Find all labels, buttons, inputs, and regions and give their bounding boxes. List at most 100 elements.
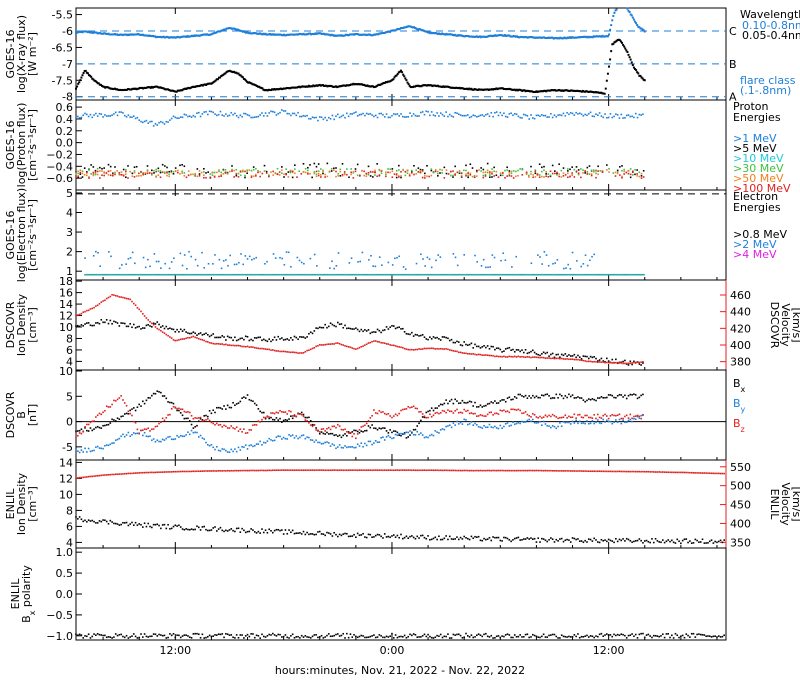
data-point <box>417 171 420 173</box>
data-point <box>131 433 133 436</box>
data-point <box>75 176 77 179</box>
data-point <box>497 402 500 404</box>
data-point <box>606 164 608 166</box>
data-point <box>322 169 324 172</box>
data-point <box>353 112 355 114</box>
data-point <box>111 33 114 36</box>
data-point <box>302 171 305 173</box>
data-point <box>219 110 222 113</box>
data-point <box>409 406 411 409</box>
data-point <box>528 35 531 38</box>
data-point <box>232 27 235 30</box>
data-point <box>638 361 641 364</box>
data-point <box>116 170 118 172</box>
data-point <box>230 273 232 276</box>
y-tick-label: 0.6 <box>56 101 74 114</box>
data-point <box>351 113 354 115</box>
data-point <box>627 538 630 541</box>
data-point <box>719 539 722 542</box>
data-point <box>295 469 298 471</box>
data-point <box>279 409 281 412</box>
data-point <box>258 32 261 35</box>
data-point <box>404 273 407 276</box>
data-point <box>473 176 476 178</box>
data-point <box>183 87 186 90</box>
data-point <box>97 251 99 254</box>
data-point <box>209 177 212 179</box>
legend-entry: >4 MeV <box>733 248 777 261</box>
data-point <box>604 87 607 90</box>
data-point <box>77 518 79 520</box>
data-point <box>92 31 95 34</box>
data-point <box>127 165 129 167</box>
data-point <box>495 174 498 177</box>
data-point <box>541 263 543 265</box>
data-point <box>88 177 90 179</box>
data-point <box>150 85 153 88</box>
data-point <box>622 538 624 540</box>
data-point <box>75 31 77 34</box>
data-point <box>250 169 253 172</box>
data-point <box>597 170 599 172</box>
data-point <box>291 339 294 341</box>
data-point <box>533 356 536 358</box>
data-point <box>291 176 294 179</box>
data-point <box>305 33 308 36</box>
data-point <box>81 176 84 178</box>
data-point <box>125 88 128 91</box>
data-point <box>571 112 574 115</box>
data-point <box>455 34 458 37</box>
data-point <box>111 403 113 406</box>
data-point <box>272 88 275 91</box>
data-point <box>385 343 388 345</box>
data-point <box>632 170 634 173</box>
data-point <box>483 424 485 427</box>
data-point <box>340 469 343 471</box>
data-point <box>636 539 639 542</box>
data-point <box>562 112 565 115</box>
data-point <box>238 261 240 264</box>
data-point <box>270 412 272 414</box>
data-point <box>140 523 142 526</box>
data-point <box>513 423 516 426</box>
data-point <box>434 430 437 432</box>
data-point <box>100 301 103 303</box>
data-point <box>255 256 257 259</box>
data-point <box>550 36 553 39</box>
data-point <box>153 35 155 38</box>
data-point <box>411 171 413 173</box>
data-point <box>300 413 303 416</box>
data-point <box>378 83 381 86</box>
data-point <box>337 113 339 116</box>
data-point <box>116 473 119 476</box>
data-point <box>87 309 90 312</box>
data-point <box>575 356 577 359</box>
data-point <box>116 438 119 441</box>
data-point <box>216 470 218 472</box>
y-right-tick-label: 400 <box>730 517 751 530</box>
data-point <box>542 420 545 423</box>
legend-title: Energies <box>733 201 781 214</box>
data-point <box>411 115 413 117</box>
data-point <box>223 72 226 75</box>
data-point <box>395 174 398 176</box>
data-point <box>207 418 209 420</box>
data-point <box>163 419 166 422</box>
data-point <box>368 259 370 261</box>
data-point <box>636 169 638 171</box>
data-point <box>220 75 223 78</box>
data-point <box>549 175 552 178</box>
data-point <box>707 542 709 544</box>
data-point <box>544 414 547 417</box>
data-point <box>620 422 623 425</box>
data-point <box>174 524 177 527</box>
data-point <box>315 469 317 471</box>
data-point <box>289 171 292 174</box>
data-point <box>619 174 621 176</box>
data-point <box>239 531 242 533</box>
data-point <box>276 167 279 170</box>
data-point <box>474 343 476 346</box>
data-point <box>104 519 106 522</box>
data-point <box>157 273 160 276</box>
data-point <box>245 31 248 34</box>
